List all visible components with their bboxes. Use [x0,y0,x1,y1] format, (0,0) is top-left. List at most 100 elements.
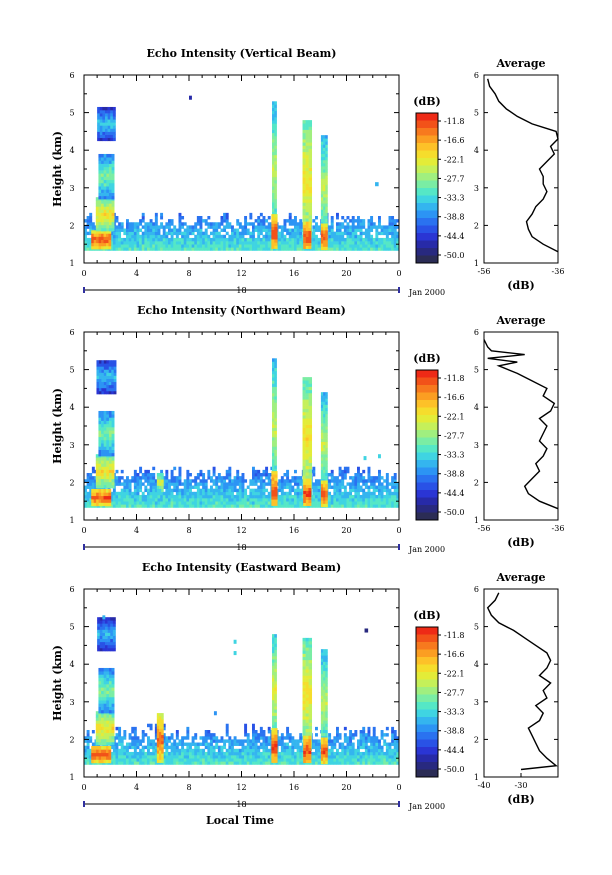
echo-cell [308,392,313,397]
heatmap-bin [383,501,387,505]
echo-cell [101,457,104,461]
echo-cell [108,466,112,470]
heatmap-bin [259,476,263,480]
heatmap-bin [84,736,87,740]
echo-cell [323,215,326,220]
heatmap-bin [246,745,250,750]
colorbar-swatch [416,143,438,151]
echo-cell [161,473,164,477]
heatmap-bin [147,482,150,486]
colorbar-swatch [416,173,438,181]
heatmap-bin [241,761,245,765]
heatmap-bin [89,216,93,220]
heatmap-bin [259,761,263,765]
echo-cell [111,433,115,438]
heatmap-bin [346,228,350,232]
heatmap-bin [357,225,360,229]
echo-cell [101,436,104,441]
y-tick-label: 2 [69,478,74,487]
heatmap-bin [375,244,379,248]
heatmap-bin [278,488,282,493]
heatmap-bin [244,222,248,226]
heatmap-bin [317,498,321,502]
echo-cell [320,175,324,179]
heatmap-bin [244,231,248,236]
heatmap-bin [357,488,360,493]
heatmap-bin [362,730,366,734]
heatmap-bin [349,733,353,737]
heatmap-bin [385,241,389,245]
echo-cell [305,126,309,130]
heatmap-bin [144,247,148,251]
heatmap-bin [212,504,216,508]
heatmap-bin [207,216,211,220]
heatmap-bin [262,219,266,223]
heatmap-bin [359,219,363,223]
heatmap-bin [396,745,400,750]
heatmap-bin [291,231,295,236]
heatmap-bin [207,241,211,245]
echo-cell [161,476,164,480]
heatmap-bin [291,241,295,245]
echo-cell [308,142,313,146]
heatmap-bin [236,482,240,486]
echo-cell [98,242,102,247]
heatmap-bin [212,745,216,750]
heatmap-bin [254,733,258,737]
heatmap-bin [375,758,379,762]
heatmap-bin [112,748,116,753]
heatmap-bin [357,219,360,223]
heatmap-bin [254,758,258,762]
echo-cell [272,139,275,143]
heatmap-bin [370,219,374,223]
heatmap-bin [294,225,297,229]
heatmap-bin [162,733,166,737]
heatmap-bin [217,498,221,502]
heatmap-bin [354,751,358,756]
echo-cell [98,499,102,503]
heatmap-bin [175,479,179,483]
heatmap-bin [280,758,284,762]
heatmap-bin [86,498,90,502]
heatmap-bin [112,501,116,505]
echo-cell [272,205,275,209]
heatmap-bin [380,504,384,508]
heatmap-bin [178,212,182,217]
heatmap-bin [257,755,261,759]
heatmap-bin [259,751,263,756]
echo-cell [105,110,108,114]
echo-cell [108,439,112,444]
heatmap-bin [330,228,334,232]
heatmap-bin [328,748,332,753]
heatmap-bin [128,244,132,248]
heatmap-bin [160,225,164,229]
echo-cell [323,475,326,480]
heatmap-bin [346,247,350,251]
heatmap-bin [131,739,135,743]
heatmap-bin [186,473,190,477]
heatmap-bin [126,247,129,251]
echo-cell [305,396,309,400]
heatmap-bin [175,231,179,236]
echo-cell [274,437,277,441]
heatmap-bin [210,485,213,489]
heatmap-bin [246,222,250,226]
heatmap-bin [341,491,345,496]
heatmap-bin [189,755,192,759]
heatmap-bin [278,498,282,502]
heatmap-bin [186,748,190,753]
echo-cell [363,456,367,461]
heatmap-bin [336,504,339,508]
heatmap-bin [364,736,368,740]
echo-cell [96,233,99,237]
heatmap-bin [204,488,208,493]
echo-cell [320,159,324,164]
echo-cell [103,203,107,207]
echo-cell [112,110,116,114]
echo-cell [106,472,110,477]
heatmap-bin [110,247,114,251]
heatmap-bin [194,247,198,251]
heatmap-bin [225,482,229,486]
echo-cell [95,224,99,229]
heatmap-bin [144,745,148,750]
